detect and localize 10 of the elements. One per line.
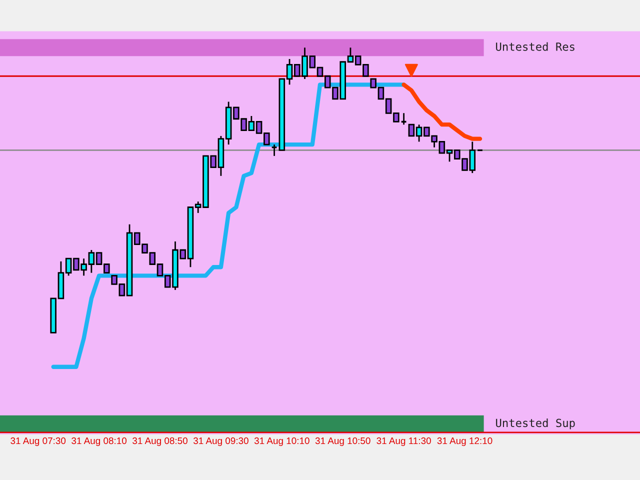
band-label: Untested Res bbox=[496, 42, 574, 51]
x-tick-label: 31 Aug 07:30 bbox=[10, 437, 66, 446]
x-tick-label: 31 Aug 08:50 bbox=[132, 437, 188, 446]
band-label: Untested Sup bbox=[496, 418, 575, 430]
x-tick-label: 31 Aug 09:30 bbox=[193, 437, 248, 446]
x-tick-label: 31 Aug 08:10 bbox=[72, 437, 127, 446]
x-tick-label: 31 Aug 11:30 bbox=[376, 437, 431, 446]
x-tick-label: 31 Aug 10:50 bbox=[315, 437, 370, 446]
x-tick-label: 31 Aug 10:10 bbox=[254, 437, 310, 446]
x-tick-label: 31 Aug 12:10 bbox=[437, 437, 492, 446]
